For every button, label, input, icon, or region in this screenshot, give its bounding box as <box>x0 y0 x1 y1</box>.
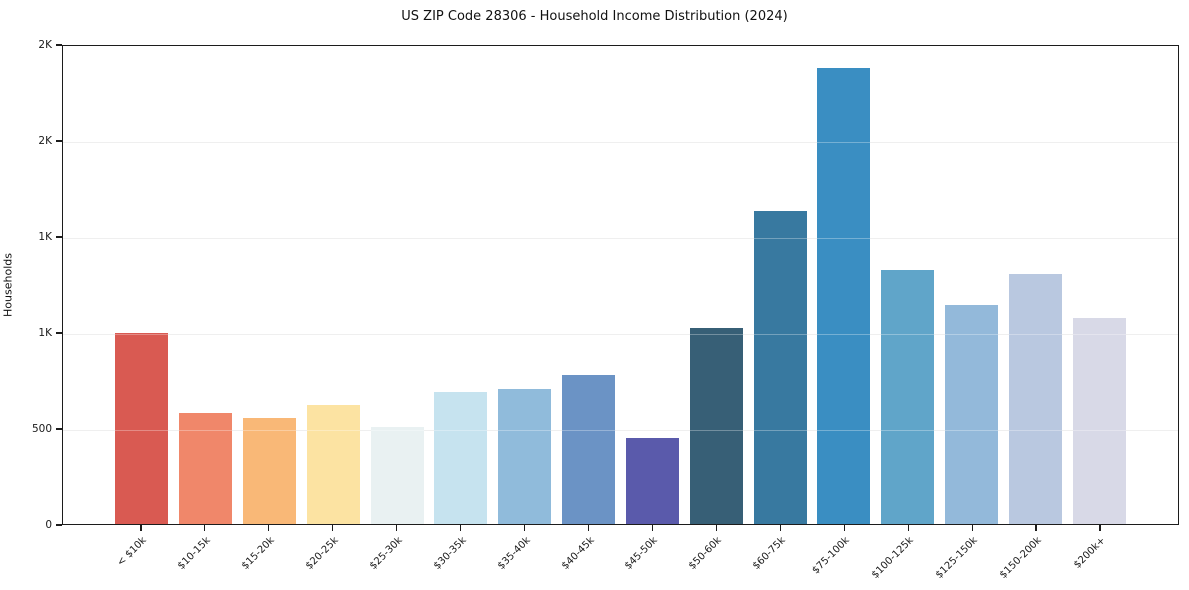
y-tick-label-1500: 1K <box>38 231 52 243</box>
bar-slot <box>748 46 812 524</box>
bars-layer <box>63 46 1178 524</box>
bar-slot <box>812 46 876 524</box>
gridlines-under-layer <box>63 46 1178 524</box>
gridline-2000 <box>63 142 1178 143</box>
bar-$45-50k <box>625 437 679 524</box>
bar-slot <box>876 46 940 524</box>
y-tick-label-2500: 2K <box>38 39 52 51</box>
y-axis-label: Households <box>1 253 15 317</box>
x-tick-mark <box>843 525 845 531</box>
gridline-1500 <box>63 238 1178 239</box>
bar-$125-150k <box>944 305 998 524</box>
bar-$15-20k <box>243 417 297 524</box>
bar-$30-35k <box>434 392 488 524</box>
gridline-1000 <box>63 334 1178 335</box>
y-tick-label-2000: 2K <box>38 135 52 147</box>
bar-$10-15k <box>179 413 233 524</box>
bar-< $10k <box>115 332 169 524</box>
bar-slot <box>1067 46 1131 524</box>
x-tick-mark <box>332 525 334 531</box>
bar-$150-200k <box>1008 273 1062 524</box>
x-tick-mark <box>907 525 909 531</box>
bar-slot <box>429 46 493 524</box>
chart-title: US ZIP Code 28306 - Household Income Dis… <box>401 9 788 24</box>
y-tick-mark-1000 <box>56 332 62 334</box>
bar-slot <box>365 46 429 524</box>
gridline-2000 <box>63 142 1178 143</box>
x-tick-mark <box>1035 525 1037 531</box>
bar-slot <box>940 46 1004 524</box>
bar-slot <box>238 46 302 524</box>
y-tick-label-500: 500 <box>31 423 52 435</box>
y-tick-label-0: 0 <box>45 519 52 531</box>
gridlines-over-layer <box>63 46 1178 524</box>
gridline-500 <box>63 430 1178 431</box>
x-tick-mark <box>140 525 142 531</box>
plot-area <box>62 45 1179 525</box>
y-tick-mark-0 <box>56 524 62 526</box>
x-tick-mark <box>1099 525 1101 531</box>
y-tick-label-1000: 1K <box>38 327 52 339</box>
bar-slot <box>110 46 174 524</box>
bar-$75-100k <box>817 68 871 524</box>
x-tick-mark <box>460 525 462 531</box>
gridline-1000 <box>63 334 1178 335</box>
x-tick-label-< $10k: < $10k <box>115 535 149 569</box>
x-tick-mark <box>204 525 206 531</box>
x-tick-mark <box>651 525 654 531</box>
y-tick-mark-500 <box>56 428 62 430</box>
bar-slot <box>174 46 238 524</box>
gridline-1500 <box>63 238 1178 239</box>
bar-$20-25k <box>306 405 360 524</box>
bar-slot <box>621 46 685 524</box>
x-tick-mark <box>971 525 973 531</box>
gridline-500 <box>63 430 1178 431</box>
x-tick-mark <box>268 525 270 531</box>
bar-$50-60k <box>689 328 743 524</box>
x-tick-mark <box>779 525 781 531</box>
y-tick-mark-1500 <box>56 236 62 238</box>
bar-slot <box>301 46 365 524</box>
y-tick-mark-2000 <box>56 140 62 142</box>
x-tick-mark <box>523 525 526 531</box>
bar-$60-75k <box>753 211 807 524</box>
bar-$40-45k <box>562 374 616 524</box>
bar-$35-40k <box>498 389 552 524</box>
bar-$25-30k <box>370 426 424 524</box>
x-tick-mark <box>587 525 590 531</box>
bar-$100-125k <box>881 269 935 524</box>
y-tick-mark-2500 <box>56 44 62 46</box>
bar-slot <box>1003 46 1067 524</box>
x-tick-mark <box>715 525 717 531</box>
bar-slot <box>493 46 557 524</box>
x-tick-mark <box>396 525 398 531</box>
bar-slot <box>557 46 621 524</box>
bar-$200k+ <box>1072 318 1126 524</box>
bar-slot <box>684 46 748 524</box>
